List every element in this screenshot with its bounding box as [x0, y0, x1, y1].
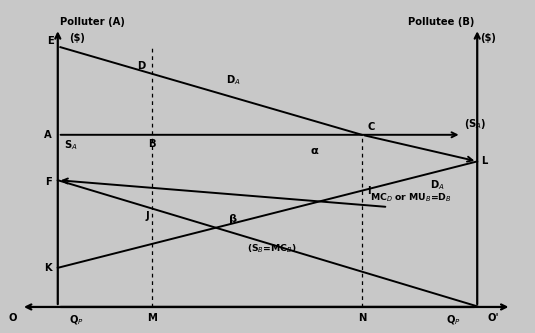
Text: E: E: [48, 36, 54, 46]
Text: D$_A$: D$_A$: [226, 74, 240, 87]
Text: α: α: [311, 146, 318, 156]
Text: A: A: [44, 130, 51, 140]
Text: Q$_P$: Q$_P$: [68, 313, 83, 327]
Text: F: F: [45, 177, 51, 187]
Text: MC$_D$ or MU$_B$=D$_B$: MC$_D$ or MU$_B$=D$_B$: [370, 191, 452, 204]
Text: D: D: [137, 61, 146, 71]
Text: B: B: [148, 139, 156, 149]
Text: N: N: [358, 313, 366, 323]
Text: M: M: [147, 313, 157, 323]
Text: Q$_P$: Q$_P$: [446, 313, 461, 327]
Text: Polluter (A): Polluter (A): [60, 17, 125, 27]
Text: Pollutee (B): Pollutee (B): [408, 17, 475, 27]
Text: I: I: [367, 186, 371, 196]
Text: ($): ($): [70, 33, 85, 43]
Text: C: C: [367, 122, 374, 132]
Text: (S$_A$): (S$_A$): [464, 117, 487, 131]
Text: D$_A$: D$_A$: [430, 178, 445, 192]
Text: ($): ($): [480, 33, 496, 43]
Text: L: L: [482, 157, 488, 166]
Text: O': O': [487, 313, 499, 323]
Text: (S$_B$=MC$_B$): (S$_B$=MC$_B$): [247, 242, 296, 255]
Text: J: J: [146, 211, 150, 221]
Text: S$_A$: S$_A$: [64, 139, 78, 153]
Text: O: O: [9, 313, 17, 323]
Text: β: β: [230, 214, 238, 224]
Text: K: K: [44, 263, 51, 273]
